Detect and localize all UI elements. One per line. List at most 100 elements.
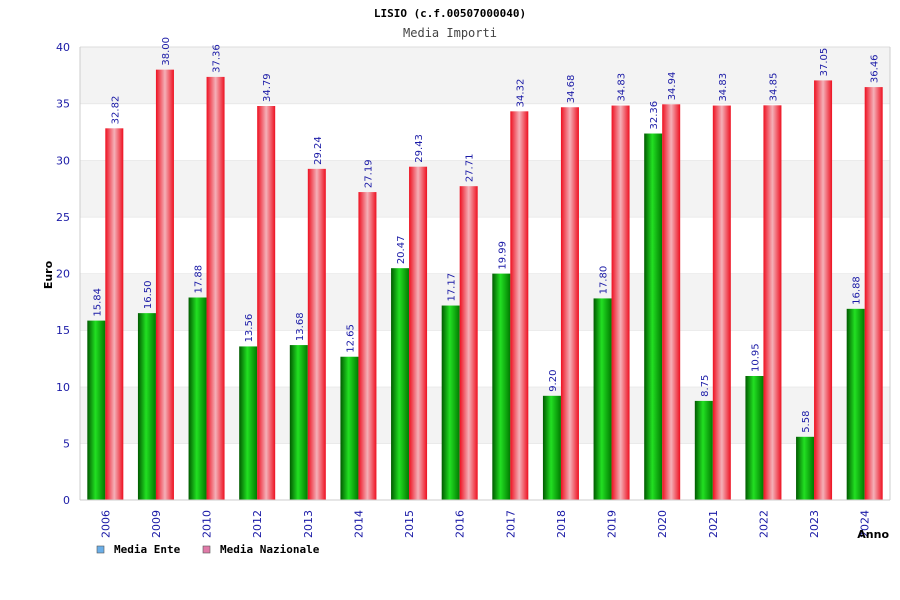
bar-value-label: 32.82 xyxy=(110,96,121,125)
legend-swatch-media-nazionale xyxy=(202,545,211,554)
legend-label-media-nazionale: Media Nazionale xyxy=(220,543,320,556)
bar-value-label: 17.17 xyxy=(447,273,458,302)
x-tick-label: 2020 xyxy=(656,510,669,538)
bar-value-label: 34.83 xyxy=(718,73,729,102)
bar-media-ente xyxy=(239,346,258,500)
bar-media-nazionale xyxy=(358,192,377,501)
bar-media-nazionale xyxy=(105,128,124,500)
bar-media-ente xyxy=(846,308,865,500)
y-axis-label: Euro xyxy=(42,260,55,289)
legend: Media Ente Media Nazionale xyxy=(96,543,320,556)
bar-value-label: 34.32 xyxy=(515,79,526,108)
bar-value-label: 15.84 xyxy=(92,288,103,317)
bar-value-label: 27.19 xyxy=(363,159,374,188)
bar-media-nazionale xyxy=(712,105,731,501)
bar-media-nazionale xyxy=(510,111,529,501)
bars: 15.84 32.82 16.50 38.00 17.88 37.36 13.56 34.79… xyxy=(87,37,883,501)
bar-value-label: 29.43 xyxy=(414,134,425,163)
bar-value-label: 5.58 xyxy=(801,411,812,433)
x-tick-label: 2014 xyxy=(352,510,365,538)
bar-media-ente xyxy=(593,298,612,500)
bar-media-nazionale xyxy=(611,105,630,501)
y-tick-label: 40 xyxy=(56,41,70,54)
x-tick-label: 2021 xyxy=(707,510,720,538)
bar-media-nazionale xyxy=(662,104,681,500)
bar-value-label: 13.68 xyxy=(295,312,306,341)
x-tick-label: 2024 xyxy=(859,510,872,538)
bar-media-ente xyxy=(745,375,764,500)
bar-value-label: 36.46 xyxy=(870,54,881,83)
bar-media-ente xyxy=(694,400,713,500)
bar-value-label: 34.79 xyxy=(262,73,273,102)
bar-value-label: 12.65 xyxy=(345,324,356,353)
x-tick-label: 2022 xyxy=(757,510,770,538)
bar-media-nazionale xyxy=(155,69,174,501)
bar-value-label: 34.94 xyxy=(667,72,678,101)
y-tick-label: 0 xyxy=(63,494,70,507)
x-tick-label: 2010 xyxy=(201,510,214,538)
bar-media-ente xyxy=(188,297,207,500)
bar-media-ente xyxy=(289,345,308,500)
bar-value-label: 27.71 xyxy=(465,154,476,183)
bar-value-label: 29.24 xyxy=(313,136,324,165)
bar-media-nazionale xyxy=(307,168,326,500)
chart-subtitle: Media Importi xyxy=(403,26,497,40)
x-tick-label: 2017 xyxy=(504,510,517,538)
bar-media-nazionale xyxy=(814,80,833,500)
x-tick-label: 2009 xyxy=(150,510,163,538)
bar-media-ente xyxy=(137,313,156,500)
bar-value-label: 34.85 xyxy=(768,73,779,102)
y-tick-label: 20 xyxy=(56,268,70,281)
bar-value-label: 13.56 xyxy=(244,314,255,343)
x-tick-label: 2015 xyxy=(403,510,416,538)
chart-title: LISIO (c.f.00507000040) xyxy=(374,7,526,20)
bar-media-nazionale xyxy=(459,186,478,500)
bar-value-label: 32.36 xyxy=(649,101,660,130)
x-axis-ticks: 2006 2009 2010 2012 2013 2014 2015 2016 2017 2018… xyxy=(99,510,871,538)
bar-value-label: 16.50 xyxy=(143,280,154,309)
x-tick-label: 2006 xyxy=(99,510,112,538)
x-tick-label: 2013 xyxy=(302,510,315,538)
bar-value-label: 17.88 xyxy=(194,265,205,294)
bar-media-nazionale xyxy=(763,105,782,500)
x-tick-label: 2018 xyxy=(555,510,568,538)
bar-media-ente xyxy=(441,305,460,500)
y-axis-ticks: 0 5 10 15 20 25 30 35 40 xyxy=(56,41,70,507)
x-tick-label: 2023 xyxy=(808,510,821,538)
bar-media-ente xyxy=(644,133,663,500)
bar-media-ente xyxy=(87,320,106,500)
x-tick-label: 2016 xyxy=(454,510,467,538)
bar-media-nazionale xyxy=(257,106,276,501)
bar-value-label: 20.47 xyxy=(396,236,407,265)
bar-value-label: 9.20 xyxy=(548,370,559,392)
x-tick-label: 2012 xyxy=(251,510,264,538)
bar-value-label: 37.36 xyxy=(212,44,223,73)
y-tick-label: 5 xyxy=(63,437,70,450)
bar-value-label: 37.05 xyxy=(819,48,830,77)
legend-swatch-media-ente xyxy=(96,545,105,554)
y-tick-label: 30 xyxy=(56,154,70,167)
bar-value-label: 17.80 xyxy=(599,266,610,295)
bar-media-nazionale xyxy=(409,166,428,500)
y-tick-label: 15 xyxy=(56,324,70,337)
bar-media-nazionale xyxy=(864,87,883,500)
bar-value-label: 34.68 xyxy=(566,75,577,104)
bar-media-ente xyxy=(492,273,511,500)
bar-value-label: 19.99 xyxy=(497,241,508,270)
legend-label-media-ente: Media Ente xyxy=(114,543,181,556)
bar-media-ente xyxy=(340,356,359,500)
bar-media-ente xyxy=(391,268,410,500)
x-tick-label: 2019 xyxy=(606,510,619,538)
y-tick-label: 35 xyxy=(56,98,70,111)
bar-media-nazionale xyxy=(206,76,225,500)
bar-value-label: 10.95 xyxy=(750,343,761,372)
y-tick-label: 10 xyxy=(56,381,70,394)
x-axis-label: Anno xyxy=(857,528,889,541)
bar-value-label: 16.88 xyxy=(852,276,863,305)
bar-media-ente xyxy=(542,395,561,500)
bar-value-label: 8.75 xyxy=(700,375,711,397)
bar-media-ente xyxy=(796,436,815,500)
bar-value-label: 38.00 xyxy=(161,37,172,66)
bar-media-nazionale xyxy=(560,107,579,501)
